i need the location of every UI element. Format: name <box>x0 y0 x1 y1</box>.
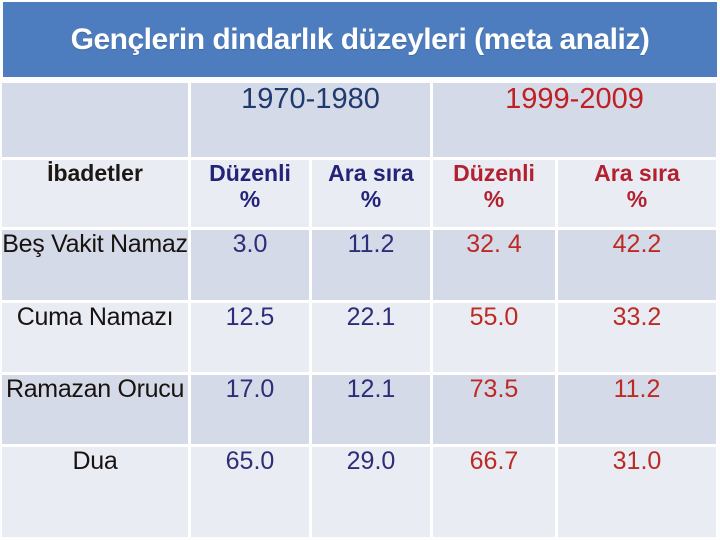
percent-sign: % <box>239 186 261 213</box>
value: 17.0 <box>225 375 275 403</box>
value-cell: 3.0 <box>191 230 309 300</box>
value-cell: 65.0 <box>191 447 309 537</box>
column-header-regular-1970: Düzenli % <box>191 160 309 227</box>
column-header-practices: İbadetler <box>2 160 188 227</box>
practice-label: Cuma Namazı <box>16 303 174 331</box>
row-label-cell: Cuma Namazı <box>2 303 188 372</box>
value-cell: 12.5 <box>191 303 309 372</box>
value: 66.7 <box>469 447 519 475</box>
value: 22.1 <box>346 303 396 331</box>
value-cell: 42.2 <box>558 230 716 300</box>
column-header-occasional-1999: Ara sıra % <box>558 160 716 227</box>
value: 12.1 <box>346 375 396 403</box>
value: 55.0 <box>469 303 519 331</box>
slide-title-bar: Gençlerin dindarlık düzeyleri (meta anal… <box>3 2 717 77</box>
period-label: 1970-1980 <box>241 83 380 115</box>
column-header-regular-1999: Düzenli % <box>433 160 555 227</box>
row-label-cell: Beş Vakit Namaz <box>2 230 188 300</box>
value-cell: 32. 4 <box>433 230 555 300</box>
value: 31.0 <box>612 447 662 475</box>
row-label-cell: Dua <box>2 447 188 537</box>
period-header-1970-1980: 1970-1980 <box>191 83 430 157</box>
value-cell: 11.2 <box>312 230 430 300</box>
value: 33.2 <box>612 303 662 331</box>
value: 12.5 <box>225 303 275 331</box>
column-header-label: Düzenli <box>453 160 535 186</box>
period-header-1999-2009: 1999-2009 <box>433 83 716 157</box>
value: 11.2 <box>613 375 661 403</box>
percent-sign: % <box>626 186 648 213</box>
value: 32. 4 <box>466 230 522 258</box>
value-cell: 29.0 <box>312 447 430 537</box>
value-cell: 12.1 <box>312 375 430 444</box>
period-label: 1999-2009 <box>505 83 644 115</box>
value-cell: 55.0 <box>433 303 555 372</box>
column-header-label: Ara sıra <box>594 160 680 186</box>
practice-label: Dua <box>72 447 118 475</box>
value: 3.0 <box>232 230 268 258</box>
column-header-label: İbadetler <box>47 160 143 186</box>
column-header-label: Ara sıra <box>328 160 414 186</box>
column-header-label: Düzenli <box>209 160 291 186</box>
column-header-occasional-1970: Ara sıra % <box>312 160 430 227</box>
value-cell: 17.0 <box>191 375 309 444</box>
percent-sign: % <box>483 186 505 213</box>
value-cell: 11.2 <box>558 375 716 444</box>
percent-sign: % <box>360 186 382 213</box>
practice-label: Beş Vakit Namaz <box>2 230 188 258</box>
value-cell: 73.5 <box>433 375 555 444</box>
slide-title: Gençlerin dindarlık düzeyleri (meta anal… <box>70 22 650 56</box>
value: 73.5 <box>469 375 519 403</box>
religiosity-table: 1970-1980 1999-2009 İbadetler Düzenli % … <box>2 83 718 537</box>
value: 11.2 <box>347 230 395 258</box>
practice-label: Ramazan Orucu <box>5 375 185 403</box>
value: 42.2 <box>612 230 662 258</box>
value-cell: 66.7 <box>433 447 555 537</box>
row-label-cell: Ramazan Orucu <box>2 375 188 444</box>
value-cell: 33.2 <box>558 303 716 372</box>
value-cell: 22.1 <box>312 303 430 372</box>
value: 65.0 <box>225 447 275 475</box>
value: 29.0 <box>346 447 396 475</box>
value-cell: 31.0 <box>558 447 716 537</box>
corner-empty-cell <box>2 83 188 157</box>
